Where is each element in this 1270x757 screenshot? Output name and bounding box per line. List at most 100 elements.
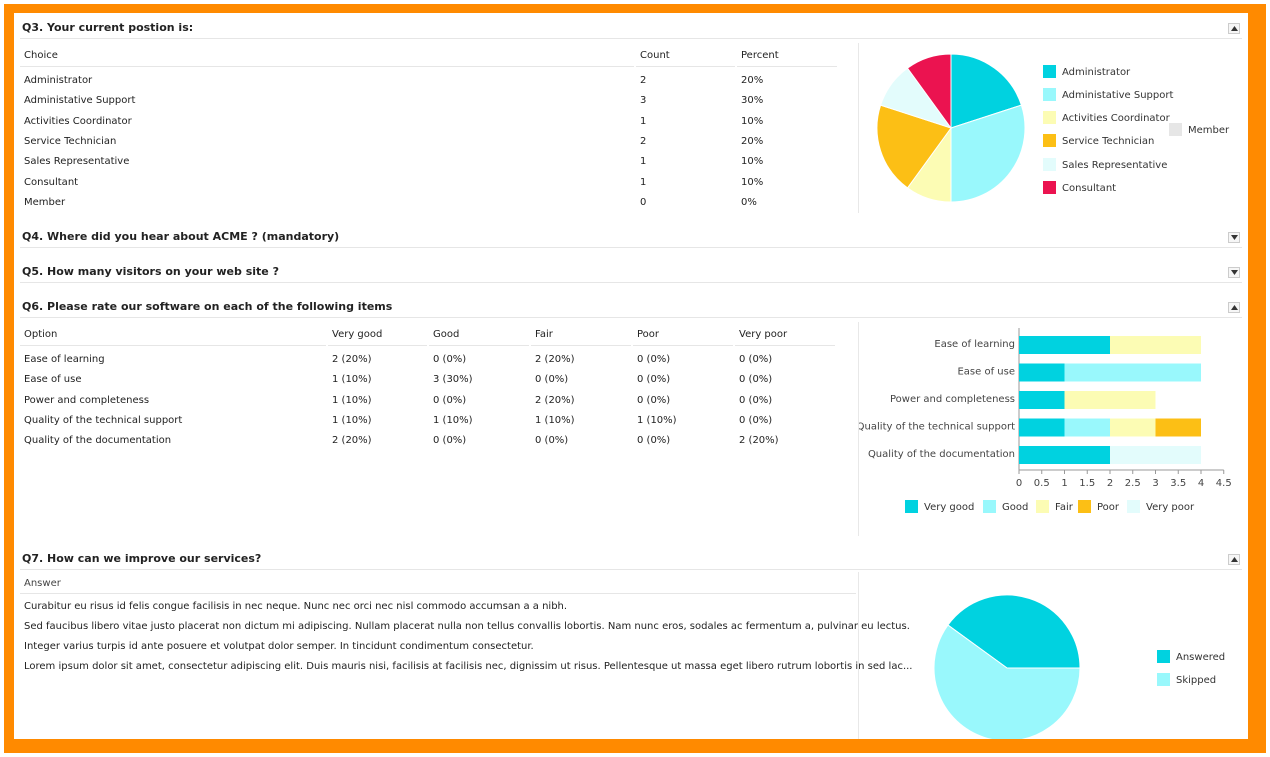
legend-item: Activities Coordinator: [1043, 111, 1171, 124]
table-cell: Member: [24, 196, 66, 208]
table-cell: 3 (30%): [433, 374, 473, 386]
legend-swatch: [1043, 65, 1056, 78]
chevron-up-icon: [1231, 305, 1238, 310]
q5-header[interactable]: Q5. How many visitors on your web site ?: [20, 261, 1242, 283]
legend-item: Good: [983, 500, 1028, 513]
q4-header[interactable]: Q4. Where did you hear about ACME ? (man…: [20, 226, 1242, 248]
table-cell: 0%: [741, 196, 757, 208]
bar-segment: [1110, 336, 1201, 354]
chevron-down-icon: [1231, 235, 1238, 240]
table-row: Activities Coordinator 1 10%: [20, 112, 858, 132]
q7-header[interactable]: Q7. How can we improve our services?: [20, 548, 1242, 570]
table-cell: 0 (0%): [637, 374, 671, 386]
column-header-label: Choice: [24, 50, 58, 61]
table-cell: 0 (0%): [637, 354, 671, 365]
legend-swatch: [983, 500, 996, 513]
column-header-label: Very poor: [739, 329, 788, 340]
table-row: Ease of use 1 (10%) 3 (30%) 0 (0%) 0 (0%) 0 (…: [20, 370, 858, 390]
table-cell: 0: [640, 196, 647, 208]
legend-item: Sales Representative: [1043, 158, 1167, 171]
legend-label: Poor: [1097, 502, 1120, 513]
table-cell: 1 (10%): [637, 414, 677, 426]
legend-swatch: [1043, 134, 1056, 147]
answer-text: Integer varius turpis id ante posuere et…: [24, 641, 534, 652]
table-cell: 20%: [741, 75, 764, 86]
y-tick-label: Power and completeness: [890, 394, 1015, 405]
report-panel: Q3. Your current postion is: Choice Count…: [14, 13, 1248, 739]
table-cell: 0 (0%): [739, 354, 773, 365]
collapse-toggle-q6[interactable]: [1228, 302, 1240, 313]
bar-segment: [1110, 418, 1156, 437]
x-tick-label: 1: [1061, 478, 1067, 489]
x-tick-label: 2.5: [1125, 478, 1141, 489]
chevron-up-icon: [1231, 557, 1238, 562]
legend-swatch: [1157, 650, 1170, 663]
legend-label: Activities Coordinator: [1062, 113, 1171, 124]
q6-table: Option Very good Good Fair Poor Very poor Ease…: [20, 322, 858, 532]
collapse-toggle-q7[interactable]: [1228, 554, 1240, 565]
legend-swatch: [1043, 158, 1056, 171]
q7-chart-panel: Answered Skipped: [858, 572, 1242, 739]
table-cell: Ease of use: [24, 374, 82, 386]
table-cell: 0 (0%): [433, 394, 467, 406]
table-cell: 0 (0%): [535, 435, 569, 447]
legend-item: Poor: [1078, 500, 1120, 513]
legend-swatch: [1078, 500, 1091, 513]
table-cell: 2 (20%): [739, 435, 779, 447]
legend-swatch: [1127, 500, 1140, 513]
table-cell: 2: [640, 75, 647, 86]
q3-table: Choice Count Percent Administrator 2 20% Admin…: [20, 43, 858, 213]
q7-title: Q7. How can we improve our services?: [22, 552, 262, 565]
table-cell: 1: [640, 156, 647, 168]
bar-segment: [1019, 336, 1110, 354]
q3-chart-panel: Administrator Administative Support Activi…: [858, 43, 1242, 213]
column-header: Very poor: [735, 322, 835, 346]
column-header: Percent: [737, 43, 837, 67]
table-cell: Activities Coordinator: [24, 115, 132, 127]
table-cell: 1: [640, 176, 647, 188]
table-cell: 10%: [741, 156, 764, 168]
table-row: Quality of the documentation 2 (20%) 0 (0%…: [20, 431, 858, 451]
table-cell: Administrator: [24, 75, 93, 86]
y-tick-label: Ease of use: [957, 367, 1015, 378]
legend-swatch: [1043, 88, 1056, 101]
column-header: Poor: [633, 322, 733, 346]
q7-answers: Answer Curabitur eu risus id felis congu…: [20, 572, 913, 739]
table-cell: Consultant: [24, 176, 79, 188]
table-cell: Sales Representative: [24, 156, 130, 168]
y-tick-label: Quality of the documentation: [868, 449, 1015, 460]
table-row: Quality of the technical support 1 (10%) 1…: [20, 411, 858, 431]
bar-segment: [1064, 391, 1156, 409]
legend-swatch: [1157, 673, 1170, 686]
table-cell: 0 (0%): [535, 374, 569, 386]
column-header: Fair: [531, 322, 631, 346]
column-header: Choice: [20, 43, 634, 67]
q3-header[interactable]: Q3. Your current postion is:: [20, 17, 1242, 39]
bar-segment: [1019, 363, 1065, 382]
expand-toggle-q5[interactable]: [1228, 267, 1240, 278]
x-tick-label: 4.5: [1216, 478, 1232, 489]
legend-label: Member: [1188, 125, 1230, 136]
x-tick-label: 0.5: [1034, 478, 1050, 489]
answer-text: Curabitur eu risus id felis congue facil…: [24, 601, 568, 612]
legend-label: Consultant: [1062, 183, 1116, 194]
table-cell: 2 (20%): [332, 354, 372, 365]
legend-swatch: [1043, 111, 1056, 124]
expand-toggle-q4[interactable]: [1228, 232, 1240, 243]
legend-label: Service Technician: [1062, 136, 1154, 147]
collapse-toggle-q3[interactable]: [1228, 23, 1240, 34]
section-q4: Q4. Where did you hear about ACME ? (man…: [20, 226, 1242, 248]
table-cell: 0 (0%): [739, 374, 773, 386]
answer-text: Lorem ipsum dolor sit amet, consectetur …: [24, 661, 913, 672]
q6-header[interactable]: Q6. Please rate our software on each of …: [20, 296, 1242, 318]
y-tick-label: Quality of the technical support: [859, 422, 1015, 433]
legend-item: Fair: [1036, 500, 1074, 513]
legend-item: Skipped: [1157, 673, 1216, 686]
section-q7: Q7. How can we improve our services? Ans…: [20, 548, 1242, 739]
table-cell: Quality of the technical support: [24, 414, 183, 426]
q7-pie-slice: [933, 624, 1081, 739]
q4-title: Q4. Where did you hear about ACME ? (man…: [22, 230, 340, 243]
section-q5: Q5. How many visitors on your web site ?: [20, 261, 1242, 283]
column-header-label: Option: [24, 329, 58, 340]
bar-segment: [1155, 418, 1201, 437]
